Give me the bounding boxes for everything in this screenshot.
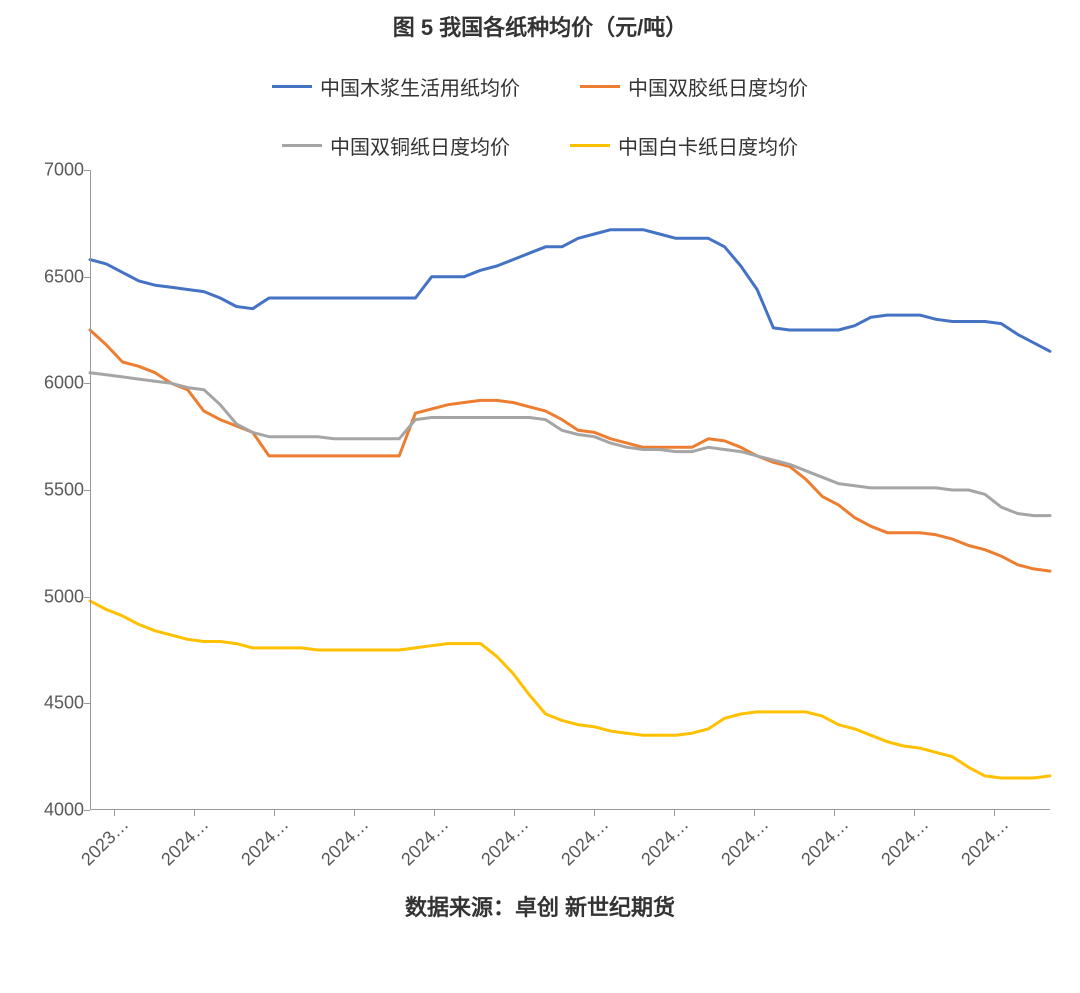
legend-label: 中国木浆生活用纸均价 bbox=[320, 72, 520, 101]
series-line bbox=[90, 601, 1050, 778]
y-tick-mark bbox=[84, 810, 90, 811]
legend-label: 中国双铜纸日度均价 bbox=[330, 131, 510, 160]
legend-label: 中国白卡纸日度均价 bbox=[618, 131, 798, 160]
x-tick-mark bbox=[834, 810, 835, 816]
legend-swatch bbox=[272, 85, 312, 88]
x-tick-label: 2024… bbox=[873, 810, 933, 870]
x-tick-mark bbox=[994, 810, 995, 816]
x-tick-mark bbox=[354, 810, 355, 816]
x-tick-mark bbox=[514, 810, 515, 816]
y-axis bbox=[90, 170, 91, 810]
chart-legend: 中国木浆生活用纸均价 中国双胶纸日度均价中国双铜纸日度均价 中国白卡纸日度均价 bbox=[165, 72, 915, 160]
series-line bbox=[90, 230, 1050, 352]
x-tick-mark bbox=[754, 810, 755, 816]
chart-svg bbox=[90, 170, 1050, 810]
legend-item: 中国白卡纸日度均价 bbox=[570, 131, 798, 160]
x-tick-label: 2024… bbox=[553, 810, 613, 870]
x-tick-mark bbox=[434, 810, 435, 816]
x-tick-mark bbox=[594, 810, 595, 816]
series-line bbox=[90, 330, 1050, 571]
series-line bbox=[90, 373, 1050, 516]
legend-label: 中国双胶纸日度均价 bbox=[628, 72, 808, 101]
x-tick-label: 2024… bbox=[793, 810, 853, 870]
legend-item: 中国双胶纸日度均价 bbox=[580, 72, 808, 101]
chart-plot-area: 40004500500055006000650070002023…2024…20… bbox=[90, 170, 1050, 810]
x-tick-label: 2024… bbox=[313, 810, 373, 870]
chart-title: 图 5 我国各纸种均价（元/吨） bbox=[0, 10, 1080, 42]
legend-swatch bbox=[282, 144, 322, 147]
x-tick-mark bbox=[674, 810, 675, 816]
x-tick-label: 2024… bbox=[233, 810, 293, 870]
legend-swatch bbox=[570, 144, 610, 147]
x-tick-mark bbox=[274, 810, 275, 816]
legend-item: 中国双铜纸日度均价 bbox=[282, 131, 510, 160]
x-tick-label: 2024… bbox=[473, 810, 533, 870]
x-tick-label: 2024… bbox=[153, 810, 213, 870]
figure-container: 图 5 我国各纸种均价（元/吨） 中国木浆生活用纸均价 中国双胶纸日度均价中国双铜… bbox=[0, 0, 1080, 993]
x-tick-mark bbox=[914, 810, 915, 816]
x-axis bbox=[90, 809, 1050, 810]
x-tick-label: 2024… bbox=[713, 810, 773, 870]
x-tick-label: 2024… bbox=[953, 810, 1013, 870]
x-tick-mark bbox=[194, 810, 195, 816]
legend-item: 中国木浆生活用纸均价 bbox=[272, 72, 520, 101]
legend-swatch bbox=[580, 85, 620, 88]
x-tick-label: 2024… bbox=[393, 810, 453, 870]
chart-source: 数据来源：卓创 新世纪期货 bbox=[0, 890, 1080, 922]
x-tick-label: 2024… bbox=[633, 810, 693, 870]
x-tick-mark bbox=[114, 810, 115, 816]
